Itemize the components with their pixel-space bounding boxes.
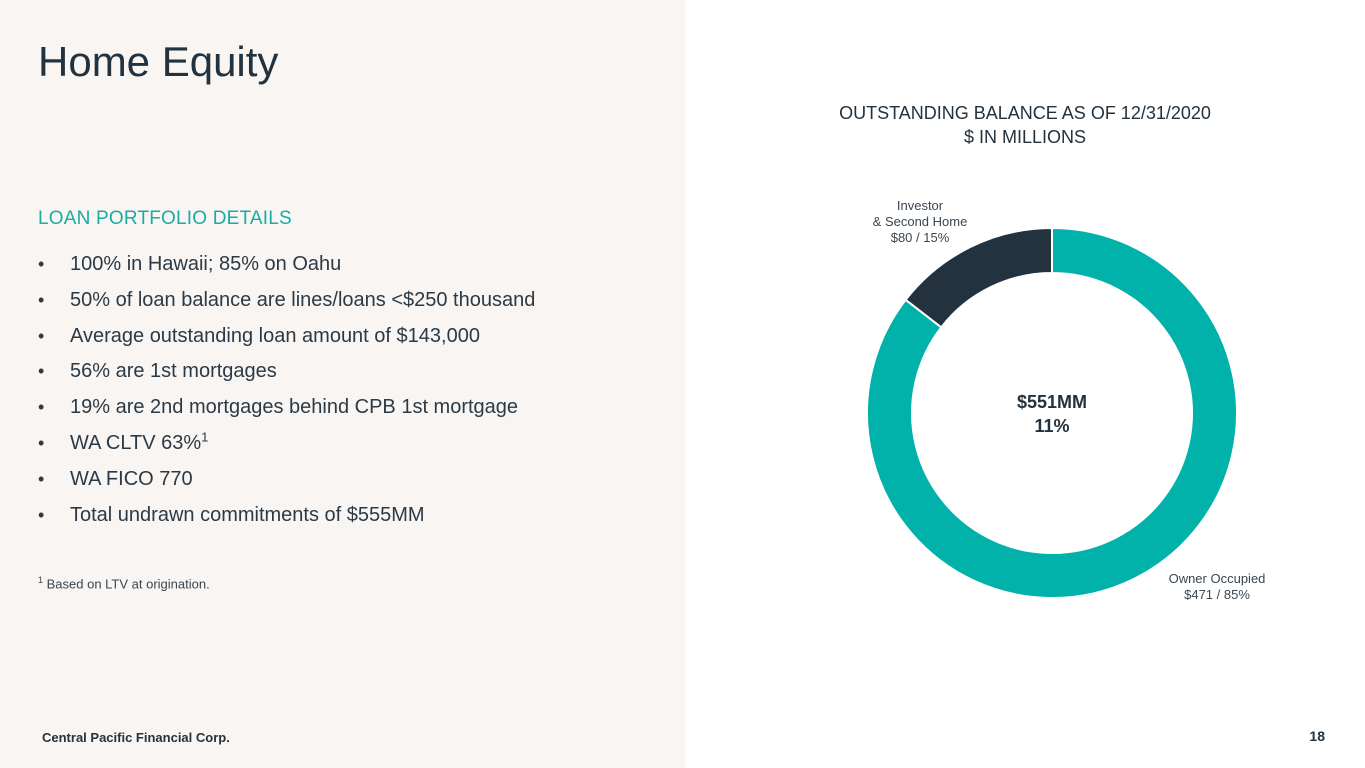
list-item: • 19% are 2nd mortgages behind CPB 1st mo… <box>38 395 535 431</box>
chart-subtitle: $ IN MILLIONS <box>963 127 1087 147</box>
bullet-dot: • <box>38 432 45 453</box>
footnote: 1 Based on LTV at origination. <box>38 575 210 591</box>
section-heading: LOAN PORTFOLIO DETAILS <box>38 208 292 229</box>
donut-chart <box>866 226 1238 599</box>
list-item-text: Average outstanding loan amount of $143,… <box>70 324 480 347</box>
list-item-text: Total undrawn commitments of $555MM <box>70 503 425 526</box>
bullet-dot: • <box>38 468 45 489</box>
list-item-text: 56% are 1st mortgages <box>70 360 277 383</box>
list-item: • 50% of loan balance are lines/loans <$2… <box>38 288 535 324</box>
slice-label-line: Owner Occupied <box>1168 571 1266 586</box>
list-item: • Average outstanding loan amount of $143… <box>38 324 535 360</box>
slice-label-value: $471 / 85% <box>1184 587 1250 602</box>
list-item: • 100% in Hawaii; 85% on Oahu <box>38 252 535 288</box>
footnote-marker: 1 <box>201 429 209 445</box>
bullet-list: • 100% in Hawaii; 85% on Oahu • 50% of loa… <box>38 252 535 538</box>
list-item-text: 50% of loan balance are lines/loans <$25… <box>70 288 536 311</box>
footnote-marker: 1 <box>38 575 44 585</box>
list-item: • 56% are 1st mortgages <box>38 359 535 395</box>
bullet-dot: • <box>38 504 45 525</box>
footnote-text: Based on LTV at origination. <box>43 576 210 592</box>
page-number: 18 <box>1309 728 1325 744</box>
chart-title-line: OUTSTANDING BALANCE AS OF 12/31/2020 <box>839 103 1211 123</box>
list-item: • WA CLTV 63%1 <box>38 429 535 467</box>
slice-label-owner-occupied: Owner Occupied $471 / 85% <box>1152 571 1282 603</box>
donut-center-label: $551MM 11% <box>952 390 1152 438</box>
bullet-dot: • <box>38 289 45 310</box>
list-item: • WA FICO 770 <box>38 467 535 503</box>
donut-center-percent: 11% <box>1034 416 1070 436</box>
slice-label-value: $80 / 15% <box>890 230 950 245</box>
list-item-text: 100% in Hawaii; 85% on Oahu <box>70 253 342 275</box>
chart-title: OUTSTANDING BALANCE AS OF 12/31/2020 $ I… <box>780 101 1270 149</box>
list-item: • Total undrawn commitments of $555MM <box>38 503 535 539</box>
list-item-text: WA FICO 770 <box>70 467 193 490</box>
slice-label-line: & Second Home <box>872 214 968 229</box>
list-item-text: 19% are 2nd mortgages behind CPB 1st mor… <box>70 396 519 419</box>
donut-center-total: $551MM <box>1016 392 1088 412</box>
left-panel <box>0 0 685 768</box>
bullet-dot: • <box>38 254 45 274</box>
bullet-dot: • <box>38 397 45 418</box>
company-name: Central Pacific Financial Corp. <box>42 730 230 745</box>
bullet-dot: • <box>38 361 45 382</box>
slice-label-line: Investor <box>896 198 944 213</box>
donut-slice-investor-second-home <box>904 226 1053 329</box>
list-item-text: WA CLTV 63% <box>70 431 202 454</box>
page-title: Home Equity <box>38 38 279 85</box>
donut-slice-owner-occupied <box>866 226 1238 599</box>
bullet-dot: • <box>38 325 45 346</box>
slice-label-investor: Investor & Second Home $80 / 15% <box>860 198 980 246</box>
